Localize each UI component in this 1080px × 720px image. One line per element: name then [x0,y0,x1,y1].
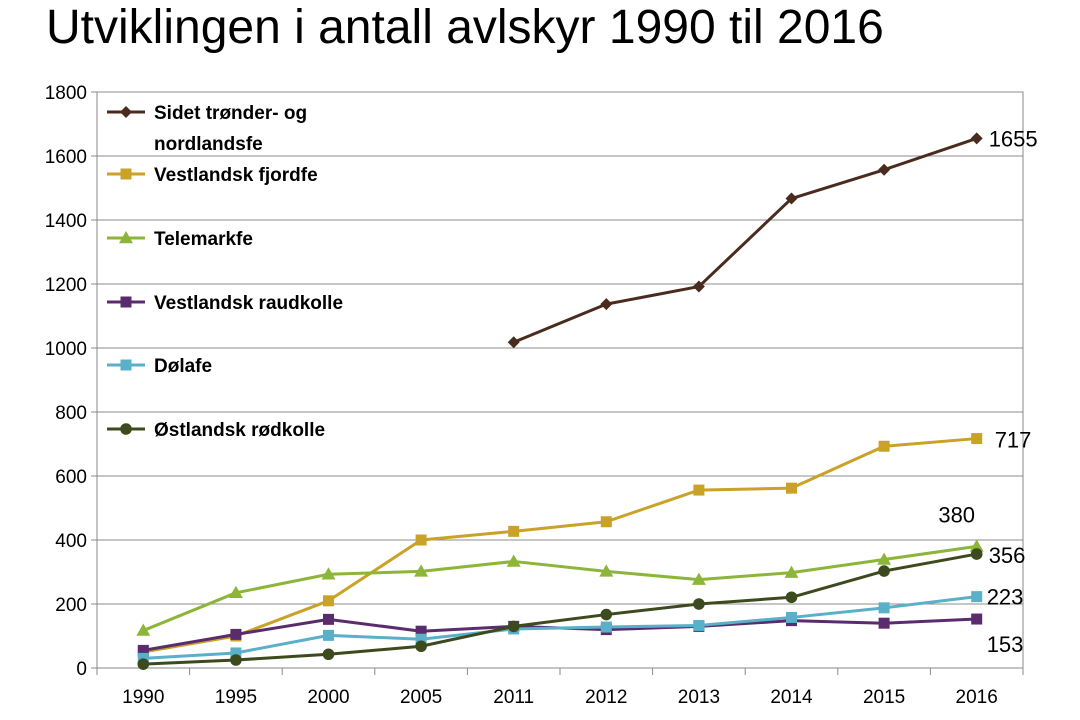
y-tick-label: 1000 [45,339,87,360]
data-point [322,648,335,661]
legend-marker [120,168,132,180]
data-point [228,585,243,599]
data-point [877,552,892,565]
x-tick-label: 2011 [493,687,534,708]
legend-entry-label: Vestlandsk raudkolle [154,293,343,314]
series-line-5 [143,552,977,666]
data-point [600,621,612,633]
data-point [415,534,427,546]
x-tick-label: 2015 [863,687,905,708]
data-point [691,572,706,585]
data-point [323,613,334,625]
data-point [136,623,151,636]
legend-entry-label: Telemarkfe [154,229,253,250]
data-point [784,565,799,578]
data-point [969,539,984,552]
data-point [415,625,427,637]
series-line-1 [143,437,977,654]
data-point [415,640,427,653]
x-tick-label: 1990 [122,687,164,708]
x-tick-label: 2012 [585,687,627,708]
legend-entry-label: Dølafe [154,356,212,377]
data-point [971,613,983,625]
data-point [878,565,890,577]
data-label: 380 [938,502,975,527]
legend-entry-label: Vestlandsk fjordfe [154,165,318,186]
data-point [230,654,242,666]
x-tick-label: 2005 [400,687,442,708]
legend-marker [120,359,132,371]
data-point [600,298,613,311]
data-point [693,619,705,631]
series-line-4 [143,595,977,660]
x-tick-label: 2013 [678,687,720,708]
data-point [415,633,427,645]
data-label: 356 [989,543,1026,568]
data-point [599,564,614,577]
y-tick-label: 1400 [45,211,87,232]
y-tick-label: 1600 [45,147,87,168]
legend-marker [120,423,132,435]
data-point [786,482,797,494]
data-point [970,548,983,560]
data-point [600,516,612,528]
data-point [692,280,705,293]
data-point [323,595,334,607]
data-point [137,658,150,670]
data-point [693,484,705,496]
legend-marker [119,231,133,244]
x-tick-label: 2014 [770,687,813,708]
legend-marker [120,106,132,118]
data-point [785,591,798,604]
y-tick-label: 1200 [45,275,87,296]
y-tick-label: 200 [55,595,87,616]
data-point [137,644,149,656]
legend-entry-label: Sidet trønder- og [154,103,307,124]
data-point [600,608,613,621]
data-point [693,598,705,610]
series-line-2 [142,544,977,632]
data-point [785,192,798,205]
series-line-0 [513,136,978,344]
data-label: 153 [987,632,1024,657]
data-point [971,433,983,445]
legend-marker [120,296,132,308]
data-point [323,629,334,641]
data-point [507,620,520,633]
data-label: 1655 [989,126,1038,151]
data-point [506,554,521,567]
data-label: 223 [987,585,1024,610]
x-tick-label: 2000 [307,687,349,708]
data-point [321,567,336,580]
y-tick-label: 1800 [45,83,87,104]
data-point [971,591,983,603]
y-tick-label: 0 [76,659,87,680]
data-point [507,336,520,349]
y-tick-label: 400 [55,531,87,552]
y-tick-label: 600 [55,467,87,488]
data-point [878,163,891,176]
data-point [878,617,890,629]
data-point [508,525,520,537]
chart-title: Utviklingen i antall avlskyr 1990 til 20… [46,1,884,54]
x-tick-label: 1995 [215,687,257,708]
data-point [230,628,242,640]
y-tick-label: 800 [55,403,87,424]
legend-entry-label: nordlandsfe [154,134,263,155]
data-point [414,564,429,577]
data-point [878,440,890,452]
data-point [970,132,983,145]
data-point [230,647,242,659]
data-label: 717 [995,428,1032,453]
legend-entry-label: Østlandsk rødkolle [154,420,325,441]
x-tick-label: 2016 [956,687,998,708]
data-point [878,602,890,614]
data-point [786,611,797,623]
